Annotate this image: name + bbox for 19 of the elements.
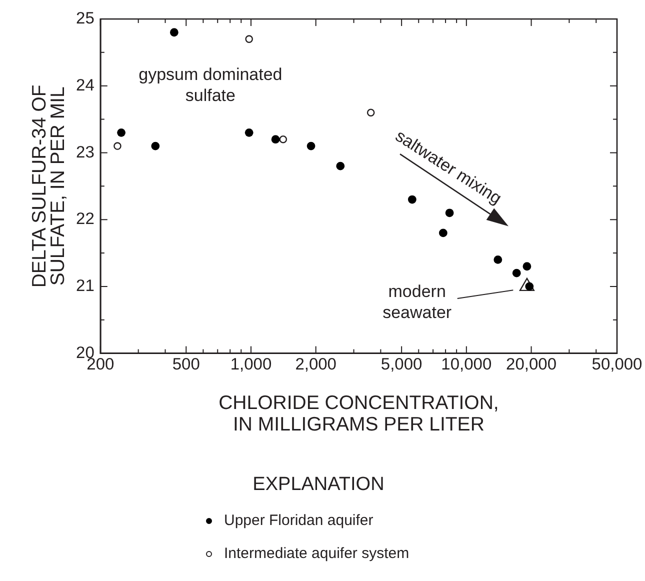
y-tick-label: 25 — [76, 10, 94, 28]
x-tick-label: 20,000 — [506, 356, 557, 374]
x-tick-label: 5,000 — [380, 356, 422, 374]
legend-label: Upper Floridan aquifer — [224, 512, 374, 529]
x-tick-label: 500 — [172, 356, 200, 374]
annotation: gypsum dominated sulfate — [138, 65, 282, 106]
y-tick-label: 21 — [76, 276, 94, 295]
x-axis-title: CHLORIDE CONCENTRATION, IN MILLIGRAMS PER LITER — [218, 392, 499, 436]
annotation: modern seawater — [382, 282, 452, 322]
y-axis-title: DELTA SULFUR-34 OF SULFATE, IN PER MIL — [28, 84, 70, 288]
x-tick-label: 10,000 — [441, 356, 492, 374]
legend-title: EXPLANATION — [252, 474, 386, 496]
y-tick-label: 22 — [76, 210, 94, 228]
x-tick-label: 2,000 — [295, 356, 336, 374]
y-tick-label: 24 — [76, 76, 94, 94]
y-tick-label: 23 — [76, 143, 94, 162]
x-tick-label: 1,000 — [230, 356, 272, 374]
legend-label: Intermediate aquifer system — [224, 545, 410, 562]
x-tick-label: 50,000 — [592, 356, 642, 374]
